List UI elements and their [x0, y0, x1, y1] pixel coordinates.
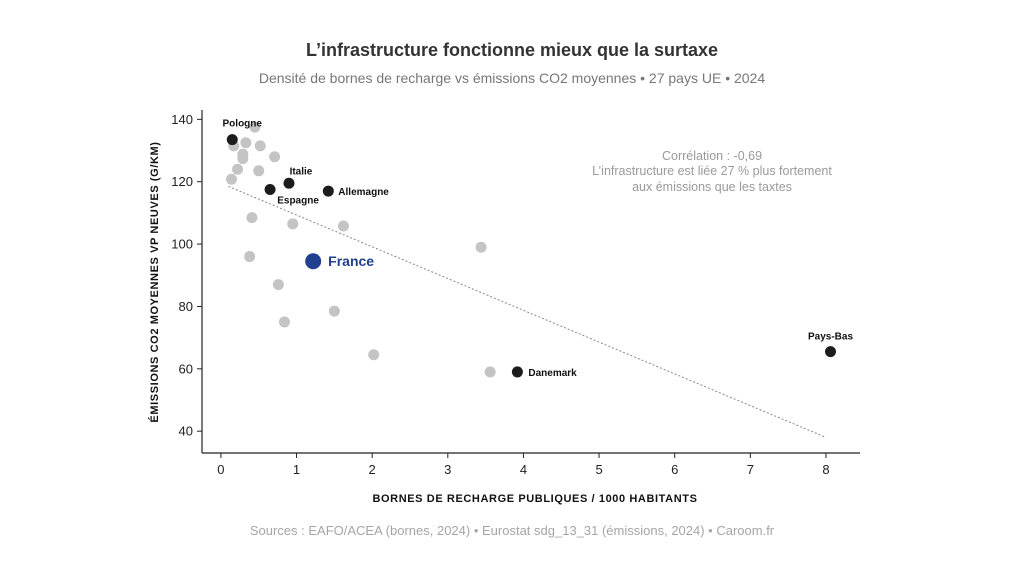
point — [244, 251, 256, 263]
annotation-line-2: L’infrastructure est liée 27 % plus fort… — [592, 164, 832, 178]
y-tick-label: 60 — [179, 361, 193, 376]
point — [278, 316, 290, 328]
point-pologne — [226, 134, 238, 146]
point-espagne — [264, 184, 276, 196]
point — [254, 140, 266, 152]
point — [368, 349, 380, 361]
point — [232, 163, 244, 175]
point-france — [305, 253, 322, 270]
correlation-annotation: Corrélation : -0,69 L’infrastructure est… — [592, 149, 832, 194]
y-tick-label: 80 — [179, 299, 193, 314]
y-tick-label: 140 — [171, 112, 193, 127]
point-label: Pays-Bas — [808, 332, 853, 343]
x-tick-label: 1 — [293, 462, 300, 477]
x-tick-label: 6 — [671, 462, 678, 477]
point-label: France — [328, 253, 374, 269]
point — [287, 218, 299, 230]
point-pays-bas — [825, 346, 837, 358]
x-tick-label: 8 — [822, 462, 829, 477]
point-italie — [283, 177, 295, 189]
trend-line-group — [228, 185, 827, 438]
x-tick-label: 0 — [217, 462, 224, 477]
annotation-line-3: aux émissions que les taxtes — [632, 180, 792, 194]
y-tick-label: 120 — [171, 174, 193, 189]
point-allemagne — [322, 185, 334, 197]
point-label: Allemagne — [338, 187, 389, 198]
chart-subtitle: Densité de bornes de recharge vs émissio… — [258, 70, 766, 86]
x-tick-label: 4 — [520, 462, 527, 477]
point — [237, 153, 249, 165]
point — [269, 151, 281, 163]
points-group — [225, 121, 837, 378]
point — [249, 121, 261, 133]
point-label: Italie — [290, 166, 313, 177]
point-label: Espagne — [277, 196, 319, 207]
point — [484, 366, 496, 378]
x-tick-label: 2 — [369, 462, 376, 477]
trend-line — [228, 185, 827, 438]
point-danemark — [511, 366, 523, 378]
axes: 0 1 2 3 4 5 6 7 8 40 60 80 100 120 140 — [171, 110, 860, 477]
y-tick-label: 40 — [179, 424, 193, 439]
y-axis-title: ÉMISSIONS CO2 MOYENNES VP NEUVES (G/KM) — [148, 141, 161, 422]
x-tick-label: 7 — [747, 462, 754, 477]
x-axis-title: BORNES DE RECHARGE PUBLIQUES / 1000 HABI… — [372, 493, 697, 505]
point — [225, 173, 237, 185]
annotation-line-1: Corrélation : -0,69 — [662, 149, 762, 163]
point — [246, 212, 258, 224]
point-label: Pologne — [223, 119, 263, 130]
y-tick-label: 100 — [171, 237, 193, 252]
point — [337, 220, 349, 232]
point — [240, 137, 252, 149]
point — [272, 279, 284, 291]
x-tick-label: 5 — [595, 462, 602, 477]
point — [475, 241, 487, 253]
x-tick-label: 3 — [444, 462, 451, 477]
point — [253, 165, 265, 177]
chart-title: L’infrastructure fonctionne mieux que la… — [305, 40, 719, 60]
point-labels-group: Pologne Italie Espagne Allemagne France Danem… — [223, 119, 854, 379]
point-label: Danemark — [528, 368, 577, 379]
point — [328, 305, 340, 317]
source-note: Sources : EAFO/ACEA (bornes, 2024) • Eur… — [249, 523, 775, 538]
